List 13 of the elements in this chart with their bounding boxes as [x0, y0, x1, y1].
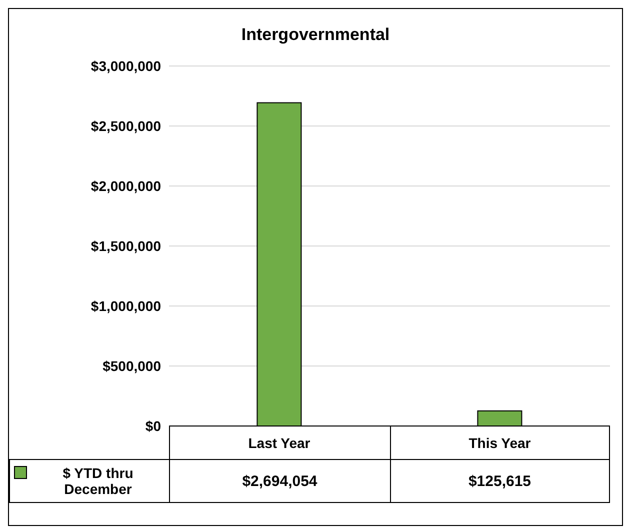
data-label: $2,694,054: [169, 459, 390, 503]
data-label: $125,615: [390, 459, 610, 503]
x-tick-label: Last Year: [248, 434, 311, 451]
y-tick-label: $2,500,000: [90, 118, 162, 134]
y-tick-label: $500,000: [102, 358, 162, 374]
x-tick-label: This Year: [468, 434, 532, 451]
chart-title: Intergovernmental: [240, 25, 391, 45]
y-tick-label: $3,000,000: [90, 58, 162, 74]
y-tick-label: $2,000,000: [90, 178, 162, 194]
y-tick-label: $1,000,000: [90, 298, 162, 314]
y-tick-label: $1,500,000: [90, 238, 162, 254]
y-tick-label: $0: [145, 418, 162, 434]
text: $ YTD thru December: [62, 465, 134, 497]
